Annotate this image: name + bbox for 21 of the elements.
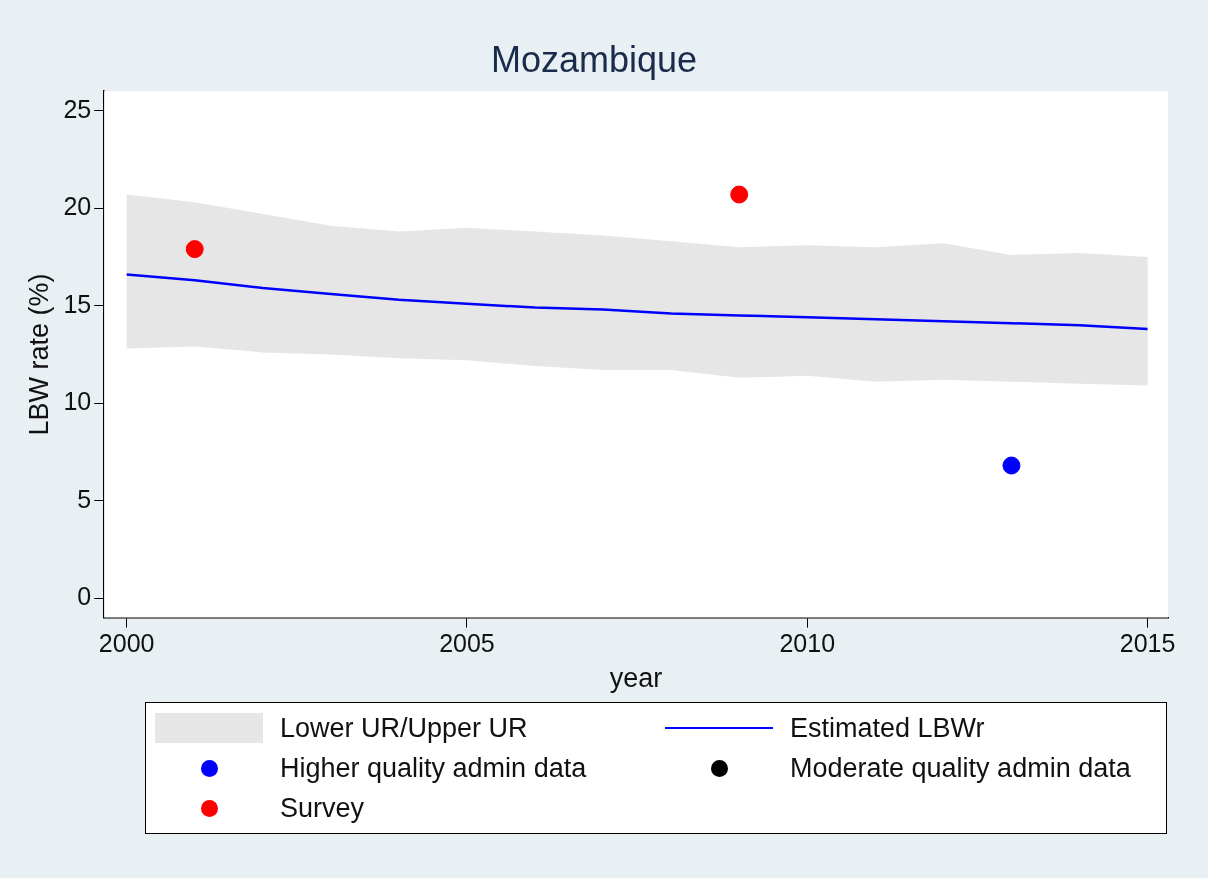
y-tick-label: 15 — [63, 289, 92, 318]
x-tick-label: 2000 — [98, 629, 155, 658]
y-tick-label: 0 — [77, 581, 92, 610]
x-tick-label: 2010 — [779, 629, 836, 658]
y-tick-label: 5 — [77, 484, 92, 513]
point — [185, 240, 204, 259]
y-tick-label: 10 — [63, 387, 92, 416]
legend-label: Moderate quality admin data — [790, 752, 1131, 784]
legend-label: Higher quality admin data — [280, 752, 587, 784]
legend-label: Lower UR/Upper UR — [280, 712, 528, 744]
legend-label: Estimated LBWr — [790, 712, 985, 744]
y-tick-label: 20 — [63, 192, 92, 221]
x-tick-label: 2015 — [1119, 629, 1176, 658]
x-axis-title: year — [609, 663, 663, 694]
point — [1002, 456, 1021, 475]
y-axis-title: LBW rate (%) — [23, 273, 54, 436]
x-tick-label: 2005 — [439, 629, 495, 658]
legend-label: Survey — [280, 792, 365, 824]
y-tick-label: 25 — [63, 94, 92, 123]
chart-title: Mozambique — [490, 38, 698, 80]
point — [730, 185, 749, 204]
